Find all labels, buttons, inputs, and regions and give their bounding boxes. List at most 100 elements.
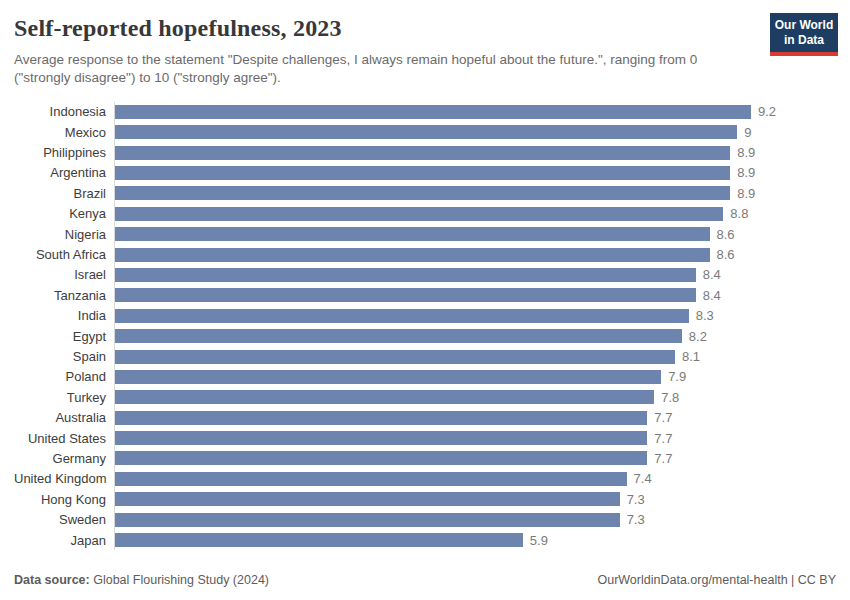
data-source-text: Global Flourishing Study (2024) bbox=[93, 573, 269, 587]
country-label: Poland bbox=[14, 369, 114, 384]
owid-logo-line1: Our World bbox=[770, 18, 838, 33]
data-source-label: Data source: bbox=[14, 573, 90, 587]
bar-track: 7.3 bbox=[114, 509, 751, 529]
table-row: Japan 5.9 bbox=[14, 530, 850, 550]
bar[interactable] bbox=[115, 105, 751, 119]
bar[interactable] bbox=[115, 186, 730, 200]
bar[interactable] bbox=[115, 472, 627, 486]
table-row: Germany 7.7 bbox=[14, 448, 850, 468]
chart-header: Self-reported hopefulness, 2023 Average … bbox=[0, 0, 850, 87]
bar[interactable] bbox=[115, 431, 647, 445]
value-label: 8.4 bbox=[696, 288, 721, 303]
country-label: Israel bbox=[14, 267, 114, 282]
bar[interactable] bbox=[115, 288, 696, 302]
table-row: Israel 8.4 bbox=[14, 265, 850, 285]
value-label: 7.7 bbox=[647, 451, 672, 466]
value-label: 8.9 bbox=[730, 186, 755, 201]
value-label: 7.8 bbox=[654, 390, 679, 405]
table-row: Kenya 8.8 bbox=[14, 204, 850, 224]
value-label: 8.2 bbox=[682, 329, 707, 344]
country-label: United States bbox=[14, 431, 114, 446]
page-title: Self-reported hopefulness, 2023 bbox=[14, 15, 836, 42]
value-label: 8.3 bbox=[689, 308, 714, 323]
bar[interactable] bbox=[115, 451, 647, 465]
bar[interactable] bbox=[115, 248, 710, 262]
bar-track: 8.1 bbox=[114, 346, 751, 366]
value-label: 7.4 bbox=[627, 471, 652, 486]
value-label: 8.8 bbox=[723, 206, 748, 221]
value-label: 5.9 bbox=[523, 533, 548, 548]
country-label: Hong Kong bbox=[14, 492, 114, 507]
country-label: Brazil bbox=[14, 186, 114, 201]
bar[interactable] bbox=[115, 146, 730, 160]
country-label: Kenya bbox=[14, 206, 114, 221]
table-row: Tanzania 8.4 bbox=[14, 285, 850, 305]
country-label: Mexico bbox=[14, 125, 114, 140]
bar[interactable] bbox=[115, 370, 661, 384]
bar-track: 8.4 bbox=[114, 265, 751, 285]
bar[interactable] bbox=[115, 125, 737, 139]
table-row: Spain 8.1 bbox=[14, 346, 850, 366]
table-row: Indonesia 9.2 bbox=[14, 102, 850, 122]
bar-track: 8.4 bbox=[114, 285, 751, 305]
bar-track: 9.2 bbox=[114, 102, 751, 122]
table-row: Egypt 8.2 bbox=[14, 326, 850, 346]
country-label: Tanzania bbox=[14, 288, 114, 303]
table-row: Argentina 8.9 bbox=[14, 163, 850, 183]
bar[interactable] bbox=[115, 411, 647, 425]
country-label: India bbox=[14, 308, 114, 323]
country-label: Australia bbox=[14, 410, 114, 425]
chart-footer: Data source: Global Flourishing Study (2… bbox=[14, 573, 836, 587]
country-label: Argentina bbox=[14, 165, 114, 180]
data-source: Data source: Global Flourishing Study (2… bbox=[14, 573, 269, 587]
country-label: Japan bbox=[14, 533, 114, 548]
bar-track: 9 bbox=[114, 122, 751, 142]
bar-track: 8.6 bbox=[114, 244, 751, 264]
bar[interactable] bbox=[115, 513, 620, 527]
chart-subtitle: Average response to the statement "Despi… bbox=[14, 51, 719, 87]
country-label: Egypt bbox=[14, 329, 114, 344]
bar[interactable] bbox=[115, 309, 689, 323]
table-row: Hong Kong 7.3 bbox=[14, 489, 850, 509]
table-row: Poland 7.9 bbox=[14, 367, 850, 387]
bar-track: 8.6 bbox=[114, 224, 751, 244]
country-label: Germany bbox=[14, 451, 114, 466]
table-row: Sweden 7.3 bbox=[14, 509, 850, 529]
country-label: Philippines bbox=[14, 145, 114, 160]
country-label: Sweden bbox=[14, 512, 114, 527]
bar-track: 7.7 bbox=[114, 428, 751, 448]
value-label: 8.6 bbox=[710, 247, 735, 262]
bar[interactable] bbox=[115, 329, 682, 343]
table-row: India 8.3 bbox=[14, 306, 850, 326]
country-label: Nigeria bbox=[14, 227, 114, 242]
owid-logo[interactable]: Our World in Data bbox=[770, 13, 838, 56]
bar[interactable] bbox=[115, 207, 723, 221]
bar[interactable] bbox=[115, 390, 654, 404]
country-label: Spain bbox=[14, 349, 114, 364]
table-row: South Africa 8.6 bbox=[14, 244, 850, 264]
country-label: Turkey bbox=[14, 390, 114, 405]
bar[interactable] bbox=[115, 268, 696, 282]
bar-track: 7.7 bbox=[114, 448, 751, 468]
bar-track: 8.3 bbox=[114, 306, 751, 326]
bar[interactable] bbox=[115, 350, 675, 364]
bar-chart: Indonesia 9.2 Mexico 9 Philippines 8.9 A… bbox=[0, 102, 850, 551]
bar[interactable] bbox=[115, 227, 710, 241]
value-label: 7.7 bbox=[647, 431, 672, 446]
table-row: Philippines 8.9 bbox=[14, 142, 850, 162]
bar[interactable] bbox=[115, 166, 730, 180]
value-label: 8.6 bbox=[710, 227, 735, 242]
bar-track: 7.3 bbox=[114, 489, 751, 509]
value-label: 8.1 bbox=[675, 349, 700, 364]
country-label: South Africa bbox=[14, 247, 114, 262]
credit-link[interactable]: OurWorldinData.org/mental-health | CC BY bbox=[597, 573, 836, 587]
bar[interactable] bbox=[115, 492, 620, 506]
bar[interactable] bbox=[115, 533, 523, 547]
bar-track: 7.8 bbox=[114, 387, 751, 407]
bar-track: 5.9 bbox=[114, 530, 751, 550]
value-label: 8.9 bbox=[730, 145, 755, 160]
bar-track: 8.9 bbox=[114, 142, 751, 162]
value-label: 9 bbox=[737, 125, 751, 140]
bar-track: 8.9 bbox=[114, 163, 751, 183]
value-label: 8.4 bbox=[696, 267, 721, 282]
